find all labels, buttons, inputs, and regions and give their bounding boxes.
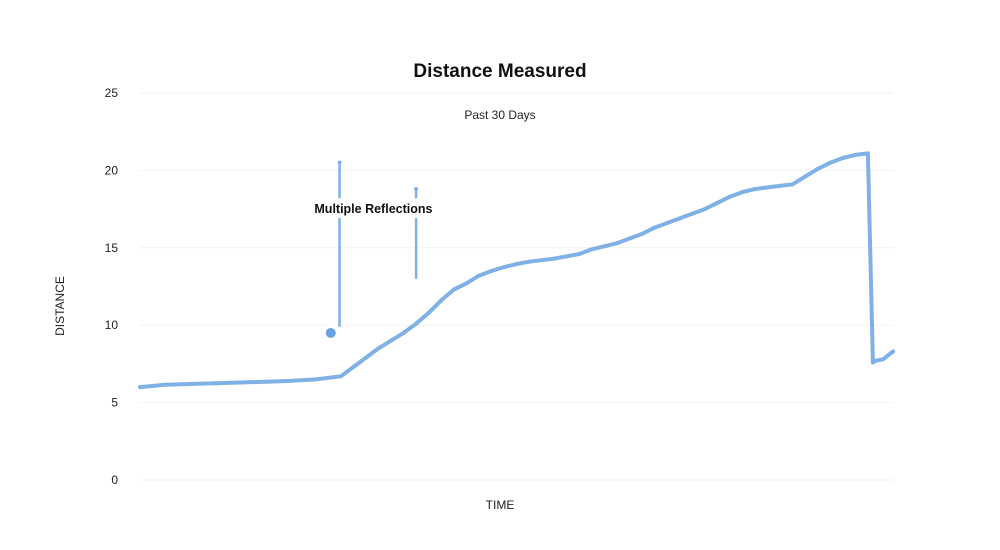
annotation-backdrop (301, 198, 446, 219)
data-point (401, 330, 406, 335)
data-point (602, 244, 607, 249)
data-point (514, 262, 519, 267)
data-point (552, 256, 557, 261)
data-point (476, 273, 481, 278)
data-point (652, 225, 657, 230)
data-point (840, 156, 845, 161)
data-point (288, 378, 293, 383)
annotation-label: Multiple Reflections (314, 202, 432, 216)
chart-title: Distance Measured (413, 61, 587, 82)
spike-point (337, 160, 342, 165)
data-point (665, 221, 670, 226)
y-tick-label: 20 (105, 163, 119, 177)
data-point (238, 380, 243, 385)
data-point (880, 357, 885, 362)
data-point (376, 346, 381, 351)
data-point (501, 265, 506, 270)
data-point (426, 310, 431, 315)
data-point (715, 200, 720, 205)
data-point (539, 258, 544, 263)
data-point (363, 355, 368, 360)
data-point (351, 364, 356, 369)
data-point (891, 349, 895, 354)
data-point (489, 269, 494, 274)
y-tick-label: 25 (105, 86, 119, 100)
data-point (451, 287, 456, 292)
data-point (389, 338, 393, 343)
highlight-point (325, 327, 336, 338)
data-point (815, 166, 820, 171)
y-tick-label: 10 (105, 318, 119, 332)
data-point (873, 358, 878, 363)
data-point (263, 379, 268, 384)
data-point (627, 236, 632, 241)
data-point (640, 231, 644, 236)
data-point (138, 385, 142, 390)
data-point (853, 152, 858, 157)
data-point (690, 211, 695, 216)
data-point (790, 182, 795, 187)
data-point (614, 241, 619, 246)
data-point (778, 183, 783, 188)
data-point (527, 259, 532, 264)
series-line (138, 151, 895, 390)
data-point (702, 207, 707, 212)
y-tick-label: 0 (111, 473, 118, 487)
data-point (828, 160, 833, 165)
data-point (865, 151, 870, 156)
x-axis-label: TIME (485, 498, 515, 512)
data-point (213, 381, 218, 386)
data-point (677, 216, 682, 221)
data-point (740, 190, 745, 195)
data-point (752, 186, 757, 191)
data-point (313, 377, 318, 382)
data-point (589, 247, 594, 252)
data-point (765, 185, 770, 190)
spike-point (414, 186, 419, 191)
chart-subtitle: Past 30 Days (464, 108, 536, 122)
y-tick-label: 15 (105, 241, 119, 255)
y-tick-label: 5 (111, 396, 118, 410)
data-point (163, 382, 168, 387)
data-point (338, 374, 343, 379)
data-point (803, 174, 808, 179)
data-point (414, 321, 419, 326)
data-point (564, 254, 569, 259)
data-point (439, 298, 444, 303)
data-point (464, 281, 469, 286)
data-point (577, 251, 582, 256)
data-point (727, 194, 732, 199)
data-point (188, 382, 193, 387)
